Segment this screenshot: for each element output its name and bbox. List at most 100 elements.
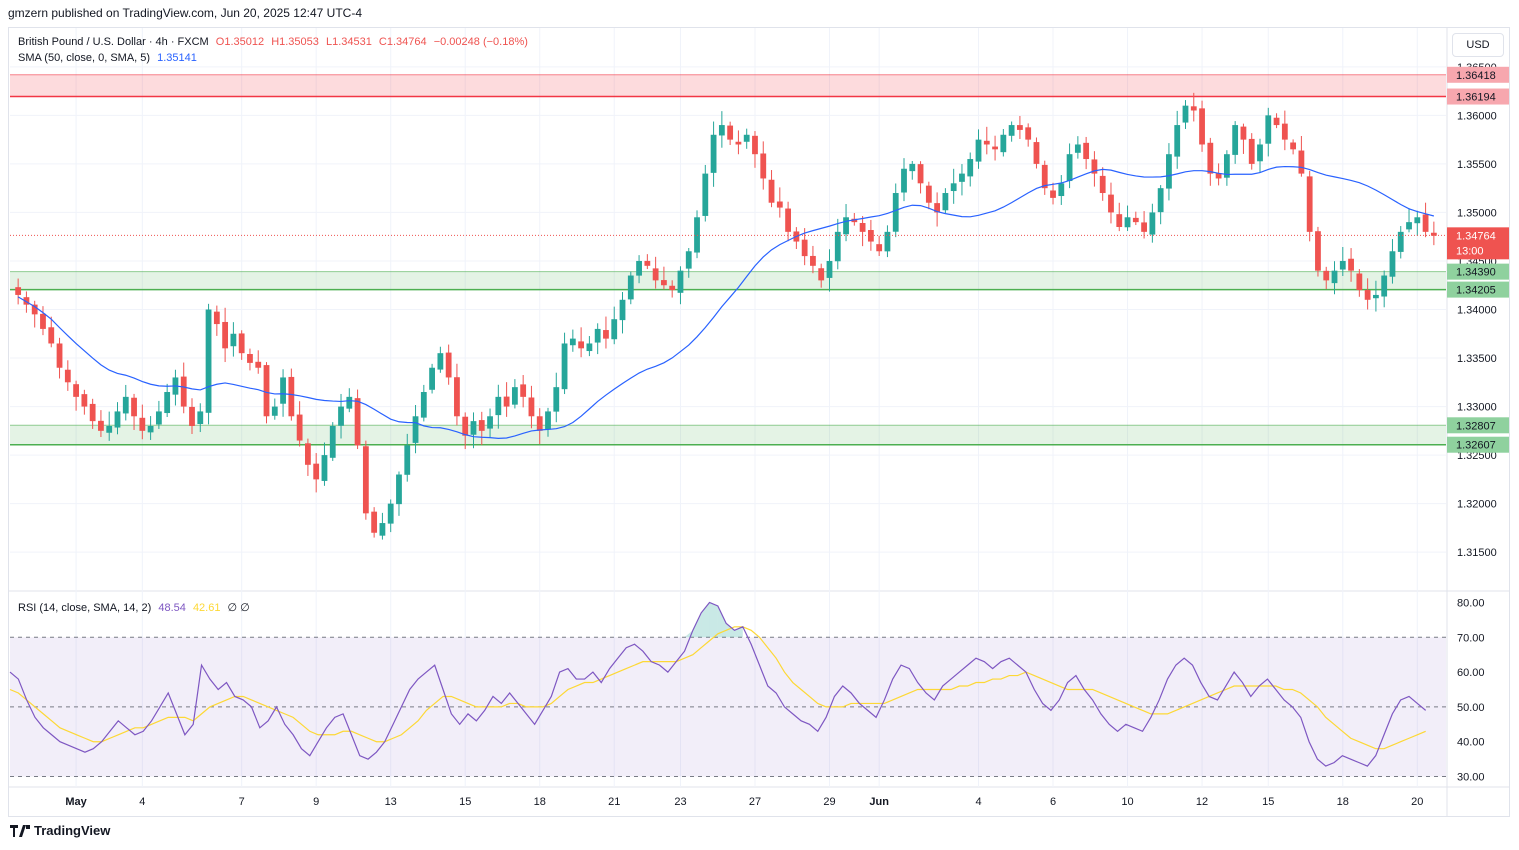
candle (222, 307, 229, 363)
candle-body (1124, 217, 1131, 228)
candle-body (1141, 222, 1147, 232)
candle-body (1199, 108, 1205, 145)
candle (727, 121, 734, 145)
candle-body (305, 443, 311, 465)
candle-body (1232, 125, 1239, 155)
candle (396, 471, 402, 516)
candle (280, 369, 286, 417)
time-tick-label: 29 (823, 796, 835, 808)
candle (271, 398, 278, 420)
candle (329, 422, 336, 461)
price-axis-label: 1.32607 (1456, 440, 1496, 452)
candle (1008, 121, 1015, 142)
time-tick-label: 20 (1411, 796, 1423, 808)
candle-body (594, 328, 601, 343)
candle-body (1083, 142, 1090, 160)
candle-body (917, 164, 924, 184)
candle (1232, 121, 1239, 164)
chart-frame[interactable] (8, 27, 1510, 817)
candle (561, 332, 568, 395)
rsi-tick-label: 70.00 (1457, 632, 1485, 644)
candle-body (247, 354, 253, 363)
candle-body (561, 343, 568, 390)
candle (909, 160, 916, 180)
price-axis-label: 1.34764 (1456, 230, 1496, 242)
candle (992, 135, 998, 161)
candle-body (379, 523, 386, 536)
candle-body (785, 208, 791, 232)
rsi-band (10, 637, 1446, 777)
candle-body (752, 135, 758, 155)
candle-body (1041, 164, 1048, 189)
price-axis-label-bg (1447, 263, 1509, 280)
candle-body (818, 268, 825, 281)
time-tick-label: 18 (1337, 796, 1349, 808)
candle (205, 303, 212, 425)
candle-body (495, 396, 502, 416)
candle (718, 111, 725, 148)
candle (710, 121, 717, 187)
time-tick-label: 10 (1121, 796, 1133, 808)
candle-body (48, 327, 55, 344)
candle (1190, 92, 1197, 122)
candle-body (1066, 154, 1073, 182)
candle-body (1207, 142, 1214, 174)
candle (768, 170, 775, 208)
candle (975, 129, 982, 169)
symbol-label[interactable]: British Pound / U.S. Dollar · 4h · FXCM (18, 36, 209, 48)
candle (462, 412, 469, 450)
rsi-overbought-fill (726, 623, 735, 638)
candle (934, 192, 941, 227)
candle-body (867, 230, 874, 242)
candle (495, 384, 502, 429)
candle (1397, 226, 1404, 259)
candle-body (1257, 144, 1263, 162)
candle (1207, 137, 1214, 186)
candle (56, 337, 63, 379)
candle-body (1281, 123, 1288, 140)
candle-body (901, 168, 907, 193)
support-zone (10, 271, 1446, 290)
candle (445, 344, 452, 385)
price-tick-label: 1.31500 (1457, 547, 1497, 559)
price-axis-label: 1.36418 (1456, 70, 1496, 82)
candle-body (1223, 154, 1230, 178)
candle-body (520, 384, 527, 397)
candle (238, 330, 245, 360)
price-tick-label: 1.35500 (1457, 159, 1497, 171)
candle-body (1381, 275, 1388, 297)
price-tick-label: 1.32000 (1457, 499, 1497, 511)
candle (760, 141, 767, 190)
candle-body (478, 420, 485, 431)
candle-body (1058, 183, 1065, 197)
tradingview-logo[interactable]: TradingView (10, 823, 110, 838)
candle-body (1149, 212, 1156, 235)
candle-body (296, 414, 303, 441)
sma-legend[interactable]: SMA (50, close, 0, SMA, 5) 1.35141 (18, 52, 201, 64)
candle-body (1315, 231, 1321, 271)
candle-body (271, 406, 278, 416)
candle (776, 187, 783, 218)
candle (1149, 203, 1156, 243)
rsi-tick-label: 50.00 (1457, 702, 1485, 714)
candle-body (371, 511, 378, 533)
candle (1033, 137, 1040, 169)
candle-body (64, 369, 71, 383)
candle (925, 181, 932, 210)
candle-body (1339, 260, 1346, 270)
rsi-legend[interactable]: RSI (14, close, SMA, 14, 2) 48.54 42.61 … (18, 601, 254, 614)
price-axis-label-bg (1447, 88, 1509, 105)
candle-body (859, 223, 866, 232)
candle (528, 385, 535, 429)
currency-button[interactable]: USD (1452, 33, 1504, 57)
price-axis-label: 1.34205 (1456, 285, 1496, 297)
candle-body (1248, 138, 1255, 164)
candle (48, 316, 55, 348)
candle-body (983, 140, 990, 145)
candle-body (462, 416, 469, 436)
candle (40, 306, 46, 336)
candle (1099, 167, 1106, 201)
candle-body (470, 421, 477, 435)
price-axis-label-bg (1447, 417, 1509, 434)
